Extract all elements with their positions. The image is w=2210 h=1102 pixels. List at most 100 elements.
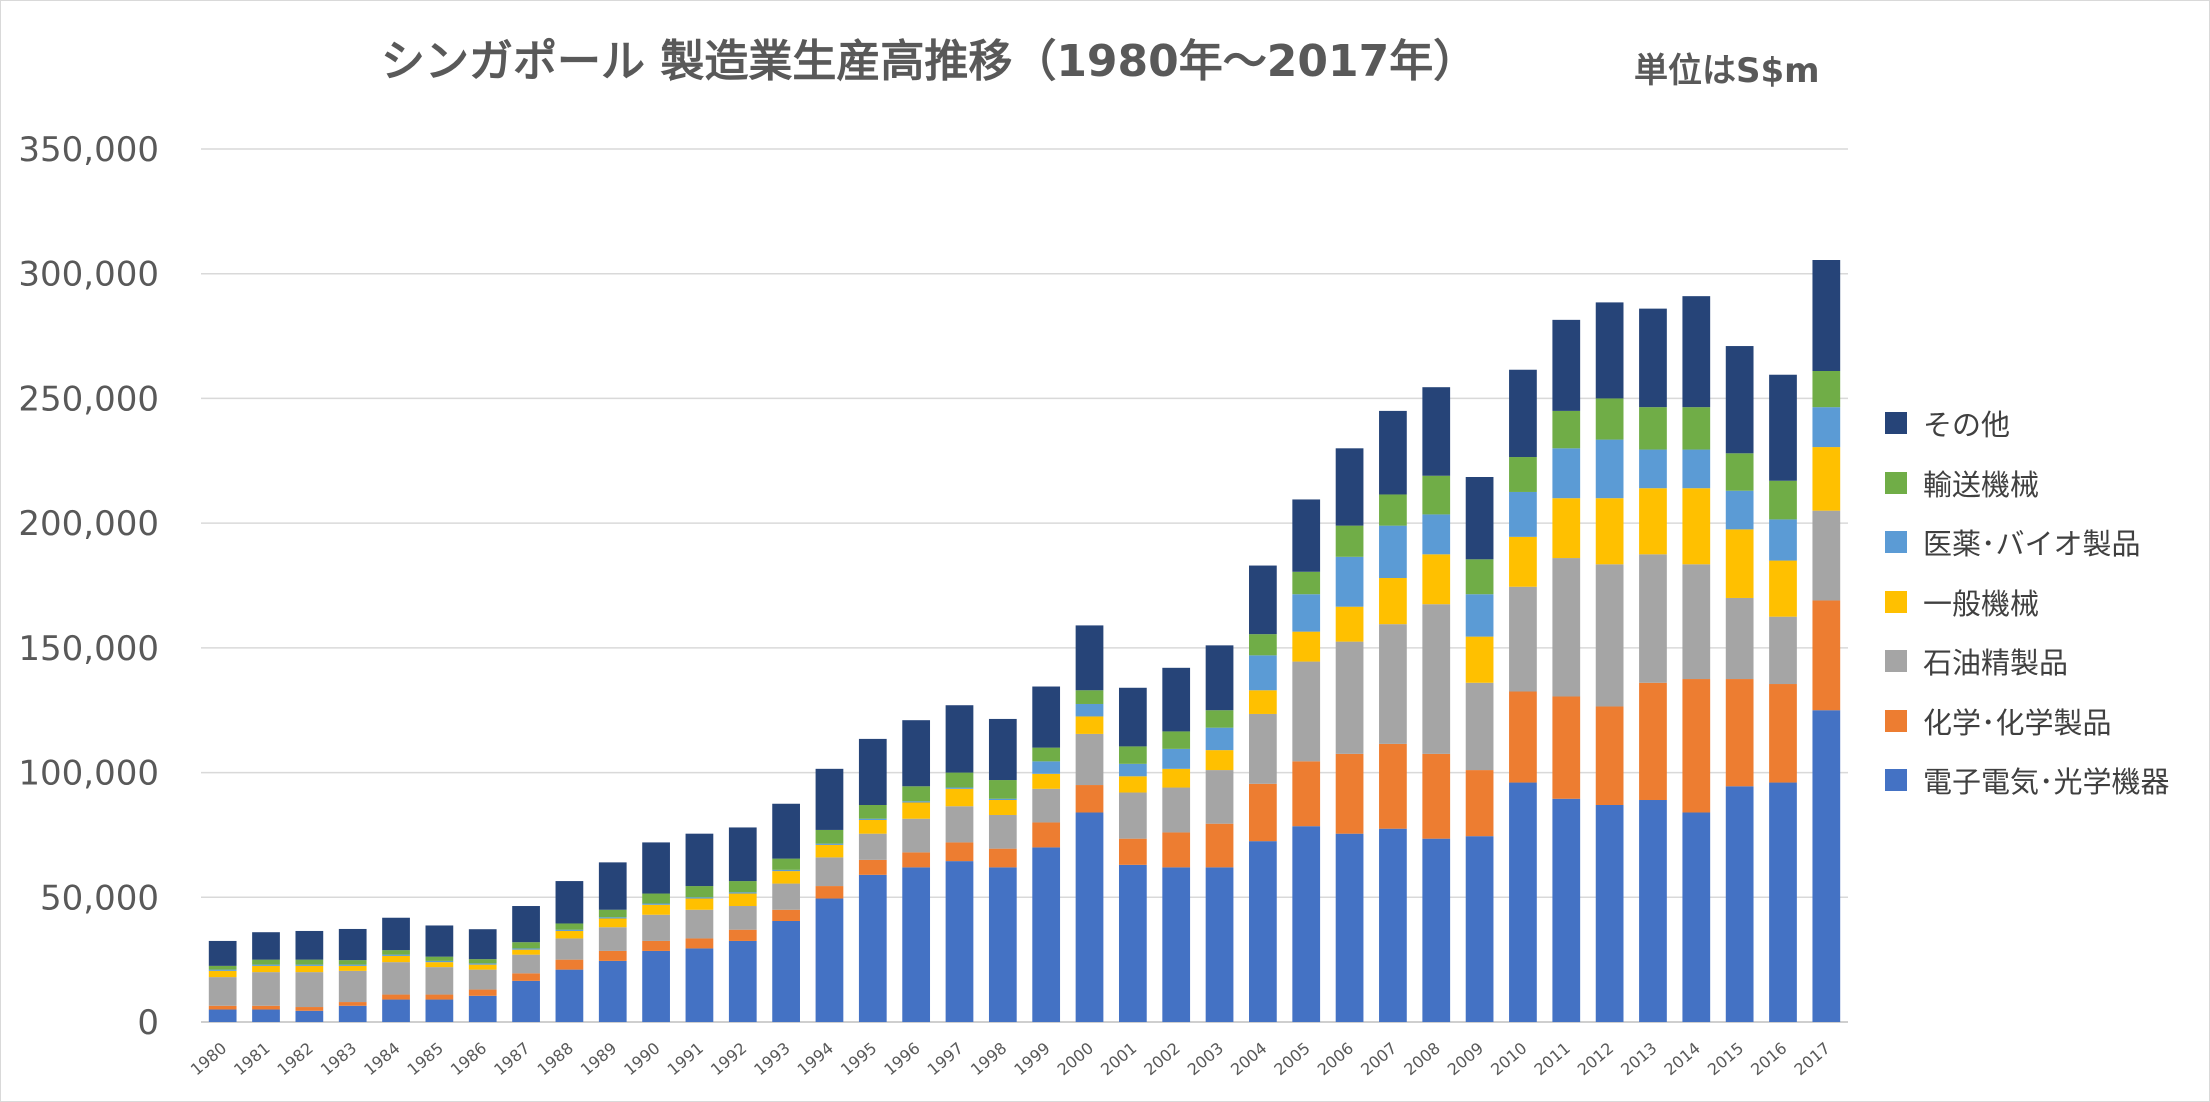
bar-segment	[1205, 645, 1234, 711]
bar-segment	[685, 948, 714, 1022]
bar-segment	[208, 965, 237, 970]
bar-segment	[1595, 564, 1624, 707]
bar-segment	[1032, 822, 1061, 848]
bar-segment	[1465, 836, 1494, 1022]
bar-segment	[1595, 398, 1624, 440]
bar-segment	[425, 999, 454, 1022]
x-tick-label: 1992	[707, 1039, 750, 1080]
legend-item: 化学･化学製品	[1885, 701, 2112, 741]
bar-segment	[988, 814, 1017, 849]
x-tick-label: 2009	[1444, 1039, 1487, 1080]
bar-segment	[1595, 498, 1624, 565]
bar-segment	[1769, 616, 1797, 685]
bar-segment	[295, 965, 324, 973]
x-tick-label: 2017	[1790, 1039, 1833, 1080]
bar-segment	[1725, 786, 1754, 1022]
x-tick-label: 1996	[880, 1039, 923, 1080]
bar-segment	[1032, 747, 1061, 762]
bar-segment	[1205, 770, 1234, 824]
bar-segment	[1639, 407, 1667, 450]
bar-segment	[468, 963, 497, 965]
bar-segment	[815, 844, 844, 858]
bar-segment	[425, 962, 454, 968]
bar-segment	[1249, 713, 1277, 784]
bar-segment	[728, 881, 757, 893]
bar-segment	[1465, 770, 1494, 837]
bar-segment	[1032, 788, 1061, 823]
x-tick-label: 1998	[967, 1039, 1010, 1080]
bar-segment	[1509, 536, 1537, 587]
bar-segment	[1335, 525, 1364, 557]
bar-segment	[468, 969, 497, 990]
bar-segment	[468, 929, 497, 960]
bar-segment	[642, 903, 670, 905]
bar-segment	[425, 967, 454, 995]
bar-segment	[1725, 346, 1754, 454]
bar-segment	[1552, 696, 1581, 799]
bar-segment	[1509, 691, 1537, 783]
bar-segment	[1509, 586, 1537, 692]
bar-segment	[1249, 841, 1277, 1022]
bar-segment	[1769, 480, 1797, 520]
bar-segment	[858, 859, 887, 875]
bar-segment	[945, 787, 974, 789]
bar-segment	[1118, 792, 1147, 839]
bar-segment	[1552, 319, 1581, 411]
bar-segment	[1639, 488, 1667, 555]
bar-segment	[1292, 761, 1321, 827]
bar-segment	[1162, 667, 1191, 732]
bar-segment	[685, 897, 714, 899]
bar-segment	[1118, 776, 1147, 793]
bar-segment	[512, 948, 540, 950]
bar-segment	[1335, 641, 1364, 754]
bar-segment	[945, 788, 974, 807]
bar-segment	[1379, 828, 1407, 1022]
bar-segment	[1769, 560, 1797, 617]
bar-segment	[685, 898, 714, 910]
bar-segment	[1552, 558, 1581, 697]
bar-segment	[815, 768, 844, 830]
x-tick-label: 1984	[360, 1039, 403, 1080]
bar-segment	[555, 930, 584, 939]
bar-segment	[642, 904, 670, 915]
legend-swatch	[1885, 650, 1907, 672]
bar-segment	[512, 954, 540, 974]
bar-segment	[772, 909, 800, 921]
bar-segment	[1812, 407, 1841, 448]
bar-segment	[1465, 559, 1494, 595]
y-tick-label: 0	[137, 1003, 159, 1043]
bar-segment	[295, 972, 324, 1008]
bar-segment	[1725, 490, 1754, 530]
bar-segment	[555, 959, 584, 970]
bar-segment	[1812, 260, 1841, 371]
bar-segment	[1682, 449, 1711, 489]
bar-segment	[1552, 410, 1581, 449]
bar-segment	[1335, 448, 1364, 526]
bar-segment	[945, 705, 974, 773]
x-tick-label: 1981	[230, 1039, 273, 1080]
bar-segment	[1769, 782, 1797, 1022]
bar-segment	[1335, 556, 1364, 607]
bar-segment	[685, 886, 714, 898]
bar-segment	[208, 1005, 237, 1010]
bar-segment	[772, 883, 800, 910]
bar-segment	[1812, 710, 1841, 1022]
bar-segment	[338, 928, 367, 961]
x-tick-label: 2005	[1270, 1039, 1313, 1080]
bar-segment	[815, 843, 844, 845]
bar-segment	[858, 738, 887, 805]
bar-segment	[902, 801, 931, 803]
x-tick-label: 1983	[317, 1039, 360, 1080]
bar-segment	[1422, 475, 1451, 515]
chart-title: シンガポール 製造業生産高推移（1980年～2017年）	[381, 36, 1478, 87]
bar-segment	[1422, 514, 1451, 555]
bar-segment	[1595, 439, 1624, 499]
bar-segment	[1769, 374, 1797, 481]
bar-segment	[252, 932, 280, 960]
bar-segment	[815, 886, 844, 899]
bar-segment	[252, 965, 280, 973]
bar-segment	[468, 989, 497, 996]
x-tick-label: 2013	[1617, 1039, 1660, 1080]
legend-swatch	[1885, 531, 1907, 553]
bar-segment	[1639, 308, 1667, 408]
